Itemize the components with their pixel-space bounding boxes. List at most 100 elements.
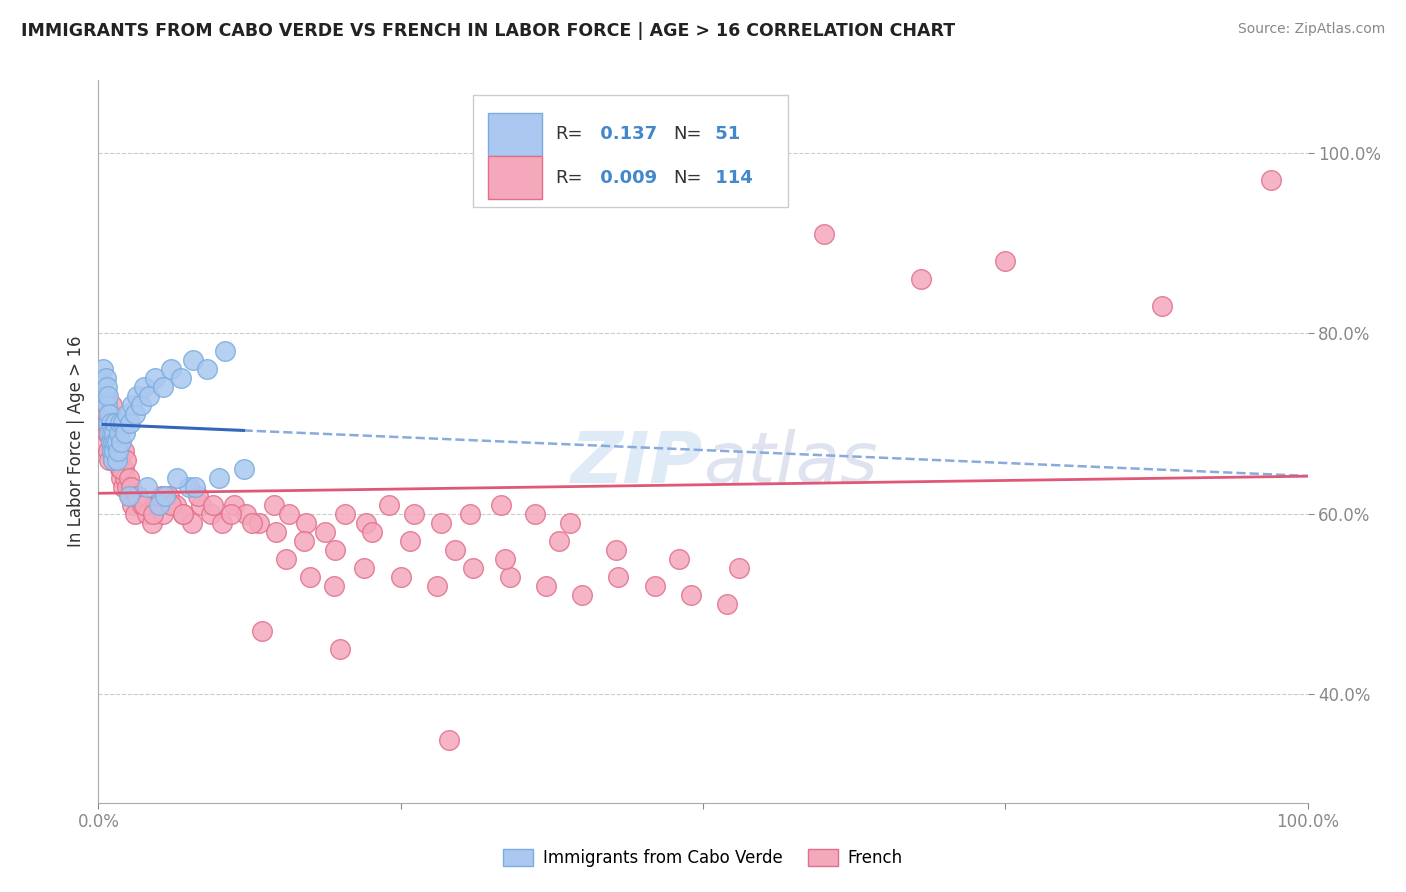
Point bbox=[97, 443, 120, 458]
Point bbox=[644, 579, 666, 593]
Point bbox=[160, 498, 183, 512]
Point bbox=[910, 272, 932, 286]
Point bbox=[353, 561, 375, 575]
Point bbox=[107, 434, 129, 449]
FancyBboxPatch shape bbox=[488, 112, 543, 156]
Point bbox=[135, 507, 157, 521]
Point bbox=[103, 443, 125, 458]
Point bbox=[118, 489, 141, 503]
Point bbox=[111, 480, 134, 494]
Point bbox=[138, 389, 160, 403]
Point bbox=[607, 570, 630, 584]
Point bbox=[263, 498, 285, 512]
Point bbox=[558, 516, 581, 530]
Point bbox=[105, 425, 128, 440]
Point bbox=[437, 732, 460, 747]
Text: 0.137: 0.137 bbox=[595, 126, 657, 144]
Point bbox=[124, 408, 146, 422]
Point bbox=[295, 516, 318, 530]
Point bbox=[571, 588, 593, 602]
Point bbox=[716, 597, 738, 611]
Point bbox=[101, 434, 124, 449]
Point bbox=[112, 443, 135, 458]
Point bbox=[195, 362, 218, 376]
Point bbox=[103, 425, 125, 440]
Point bbox=[103, 434, 125, 449]
Point bbox=[100, 443, 122, 458]
Point bbox=[399, 533, 422, 548]
Point bbox=[100, 434, 122, 449]
Point bbox=[91, 417, 114, 431]
Point bbox=[94, 371, 117, 385]
Point bbox=[247, 516, 270, 530]
Point bbox=[105, 452, 128, 467]
Point bbox=[100, 398, 122, 412]
Point bbox=[108, 425, 131, 440]
Point bbox=[221, 507, 243, 521]
Point bbox=[127, 489, 149, 503]
Point bbox=[160, 362, 183, 376]
Point bbox=[165, 498, 187, 512]
Point bbox=[96, 408, 118, 422]
Point bbox=[548, 533, 571, 548]
Point bbox=[104, 417, 127, 431]
Point bbox=[97, 389, 120, 403]
Point bbox=[402, 507, 425, 521]
FancyBboxPatch shape bbox=[474, 95, 787, 207]
Point bbox=[354, 516, 377, 530]
Point bbox=[377, 498, 399, 512]
Point bbox=[429, 516, 451, 530]
Point bbox=[121, 498, 143, 512]
Point bbox=[150, 489, 173, 503]
Point bbox=[329, 642, 352, 657]
Point bbox=[114, 471, 136, 485]
Point bbox=[668, 552, 690, 566]
Text: N=: N= bbox=[672, 169, 702, 186]
Point bbox=[93, 389, 115, 403]
Point bbox=[101, 434, 124, 449]
Point bbox=[104, 434, 127, 449]
Point bbox=[110, 461, 132, 475]
Point bbox=[110, 434, 132, 449]
Text: R=: R= bbox=[555, 169, 583, 186]
Point bbox=[134, 380, 156, 394]
Point bbox=[124, 507, 146, 521]
Point bbox=[184, 480, 207, 494]
Point bbox=[107, 443, 129, 458]
Point bbox=[98, 408, 121, 422]
Point bbox=[114, 425, 136, 440]
Point bbox=[1152, 299, 1174, 313]
Point bbox=[141, 516, 163, 530]
Point bbox=[127, 389, 149, 403]
Point bbox=[169, 371, 191, 385]
FancyBboxPatch shape bbox=[488, 156, 543, 200]
Point bbox=[314, 524, 336, 539]
Point bbox=[994, 254, 1017, 268]
Point bbox=[97, 417, 120, 431]
Point bbox=[333, 507, 356, 521]
Point bbox=[498, 570, 520, 584]
Point bbox=[98, 417, 121, 431]
Point bbox=[426, 579, 449, 593]
Text: 0.009: 0.009 bbox=[595, 169, 657, 186]
Point bbox=[94, 408, 117, 422]
Point bbox=[278, 507, 301, 521]
Point bbox=[94, 389, 117, 403]
Point bbox=[100, 408, 122, 422]
Point bbox=[172, 507, 194, 521]
Point bbox=[127, 489, 149, 503]
Legend: Immigrants from Cabo Verde, French: Immigrants from Cabo Verde, French bbox=[496, 842, 910, 874]
Point bbox=[103, 443, 125, 458]
Point bbox=[208, 471, 231, 485]
Text: Source: ZipAtlas.com: Source: ZipAtlas.com bbox=[1237, 22, 1385, 37]
Point bbox=[274, 552, 297, 566]
Text: R=: R= bbox=[555, 126, 583, 144]
Point bbox=[235, 507, 257, 521]
Text: 51: 51 bbox=[709, 126, 741, 144]
Point bbox=[157, 489, 180, 503]
Point bbox=[148, 498, 170, 512]
Point bbox=[100, 417, 122, 431]
Point bbox=[101, 452, 124, 467]
Text: N=: N= bbox=[672, 126, 702, 144]
Text: IMMIGRANTS FROM CABO VERDE VS FRENCH IN LABOR FORCE | AGE > 16 CORRELATION CHART: IMMIGRANTS FROM CABO VERDE VS FRENCH IN … bbox=[21, 22, 955, 40]
